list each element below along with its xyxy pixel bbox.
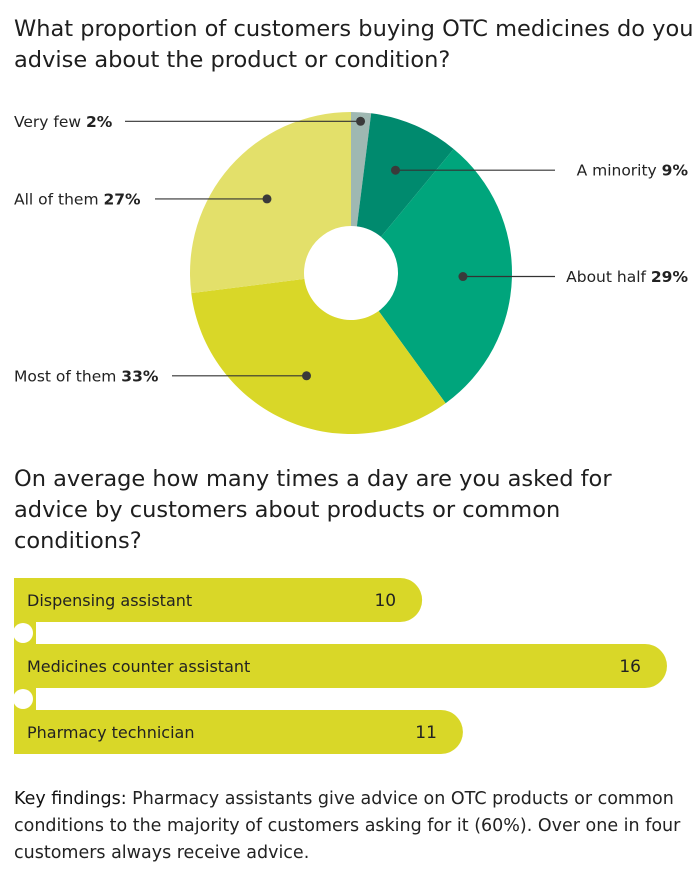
donut-slice-a-minority [356,113,454,237]
slice-category: All of them [14,190,103,208]
donut-slice-all-of-them [190,112,351,294]
bar-chart-title: On average how many times a day are you … [14,466,612,554]
bar-dispensing-assistant [14,578,423,622]
leader-dot-a-minority [390,165,400,175]
slice-label-most-of-them: Most of them 33% [14,367,159,385]
slice-percent: 29% [651,268,689,286]
slice-percent: 9% [662,162,689,180]
bar-connector-notch [13,623,33,643]
slice-percent: 2% [86,113,113,131]
slice-category: Most of them [14,367,121,385]
donut-slice-about-half [378,148,512,404]
slice-label-all-of-them: All of them 27% [14,190,141,208]
bar-value-pharmacy-technician: 11 [415,723,437,743]
key-findings-text: Pharmacy assistants give advice on OTC p… [14,789,681,863]
bar-label-dispensing-assistant: Dispensing assistant [27,591,192,610]
key-findings-label: Key findings: [14,789,127,809]
bar-chart: Dispensing assistant 10 Medicines counter … [13,578,667,754]
bar-value-dispensing-assistant: 10 [374,591,396,611]
slice-percent: 33% [121,367,159,385]
bar-value-medicines-counter-assistant: 16 [619,657,641,677]
donut-slice-most-of-them [191,278,446,435]
bar-connector-notch [13,689,33,709]
donut-slice-very-few [351,112,372,227]
bar-medicines-counter-assistant [14,644,667,688]
slice-category: A minority [577,162,662,180]
slice-label-a-minority: A minority 9% [577,162,689,180]
leader-dot-very-few [356,116,366,126]
donut-chart-title: What proportion of customers buying OTC … [14,16,694,73]
slice-label-about-half: About half 29% [566,268,688,286]
slice-category: About half [566,268,651,286]
key-findings: Key findings: Pharmacy assistants give a… [14,786,694,867]
donut-chart: Very few 2% A minority 9% About half 29% Mo… [14,112,689,435]
slice-category: Very few [14,113,86,131]
bar-pharmacy-technician [14,710,463,754]
slice-label-very-few: Very few 2% [14,113,113,131]
bar-label-medicines-counter-assistant: Medicines counter assistant [27,657,250,676]
leader-dot-about-half [458,272,468,282]
bar-label-pharmacy-technician: Pharmacy technician [27,723,194,742]
leader-dot-most-of-them [302,371,312,381]
leader-dot-all-of-them [262,194,272,204]
slice-percent: 27% [103,190,141,208]
